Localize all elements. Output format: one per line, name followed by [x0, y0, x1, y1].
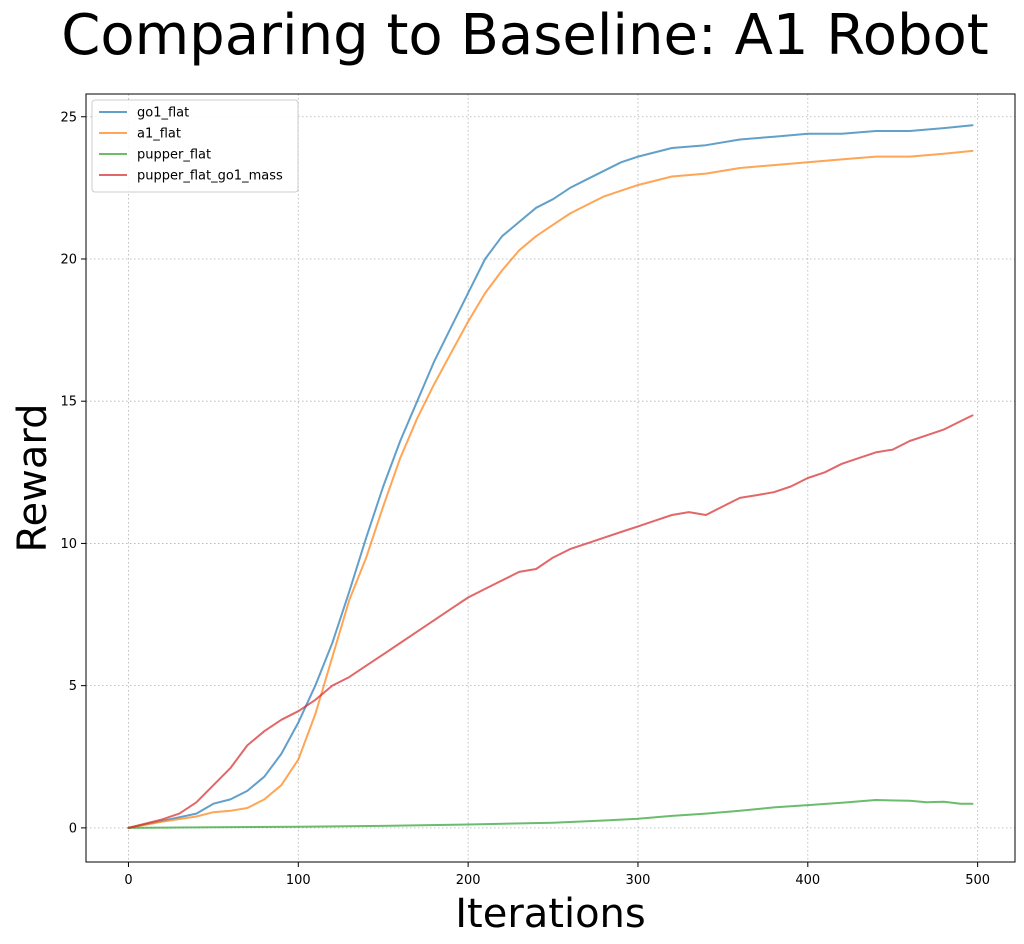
- legend-label: pupper_flat_go1_mass: [137, 169, 283, 184]
- y-tick-label: 20: [60, 252, 77, 267]
- y-tick-label: 10: [60, 537, 77, 552]
- legend-label: a1_flat: [137, 127, 181, 142]
- legend-label: pupper_flat: [137, 148, 211, 163]
- x-tick-label: 500: [965, 873, 990, 888]
- y-tick-label: 0: [69, 821, 77, 836]
- axis-ticks: 0 100 200 300 400 500 0 5 10 15 20 25: [60, 110, 990, 888]
- legend-box: [91, 99, 299, 193]
- x-tick-label: 100: [286, 873, 311, 888]
- x-axis-label: Iterations: [455, 891, 646, 937]
- chart-title: Comparing to Baseline: A1 Robot: [61, 3, 989, 68]
- y-tick-label: 25: [60, 110, 77, 125]
- series-lines: [127, 124, 974, 829]
- plot-frame: [85, 93, 1016, 863]
- legend-label: go1_flat: [137, 106, 189, 121]
- series-line-pupper-flat: [127, 799, 974, 829]
- x-tick-label: 0: [124, 873, 132, 888]
- grid: [86, 94, 1015, 862]
- x-tick-label: 400: [795, 873, 820, 888]
- y-tick-label: 15: [60, 395, 77, 410]
- y-tick-label: 5: [69, 679, 77, 694]
- x-tick-label: 200: [456, 873, 481, 888]
- series-line-go1-flat: [127, 124, 974, 829]
- legend: go1_flat a1_flat pupper_flat pupper_flat_go…: [91, 99, 299, 193]
- series-line-a1-flat: [127, 149, 974, 829]
- x-tick-label: 300: [626, 873, 651, 888]
- series-line-pupper-flat-go1-mass: [127, 414, 974, 829]
- y-axis-label: Reward: [10, 404, 56, 553]
